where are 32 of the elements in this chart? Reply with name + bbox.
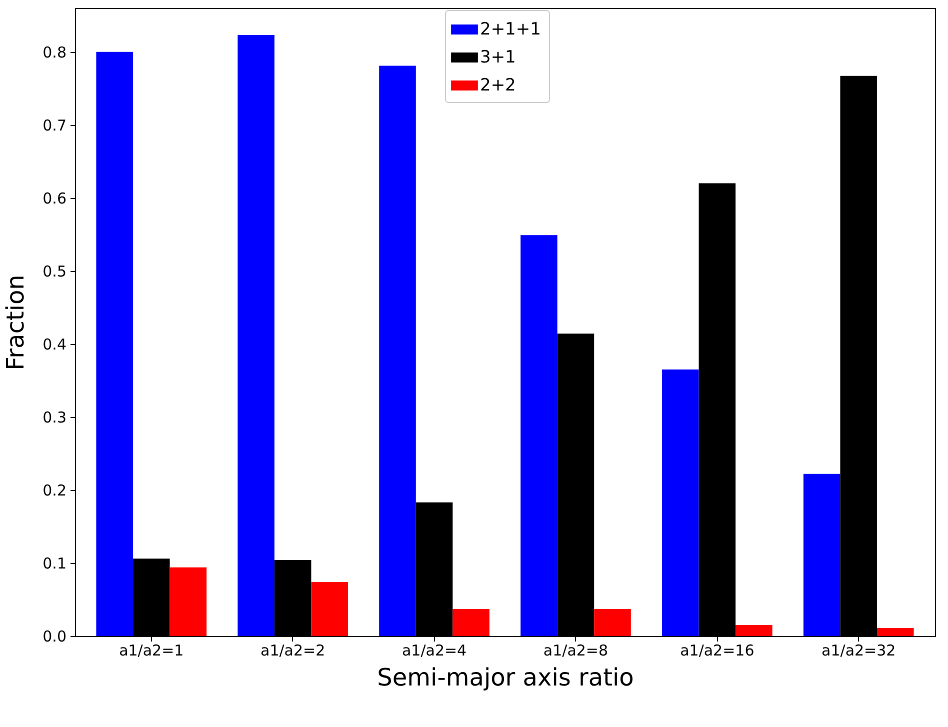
bar [452,608,490,636]
y-tick-label: 0.5 [42,262,66,280]
bar [379,66,416,636]
y-tick-label: 0.1 [42,554,66,572]
bar [736,625,772,636]
x-axis-title: Semi-major axis ratio [377,664,634,692]
x-tick-label: a1/a2=2 [260,642,326,660]
bar [594,608,631,636]
bar [803,474,840,636]
bar [662,369,699,636]
bar [96,52,133,636]
x-tick-label: a1/a2=32 [822,642,896,660]
bar [238,35,274,636]
bar [311,582,348,636]
legend-label: 2+1+1 [480,20,541,40]
bar [877,628,914,636]
x-tick-label: a1/a2=16 [680,642,754,660]
y-tick-label: 0.6 [42,189,66,208]
bar [520,235,558,636]
y-tick-label: 0.3 [42,408,66,426]
x-tick-label: a1/a2=1 [119,642,184,660]
y-tick-label: 0.4 [42,335,66,354]
y-tick-label: 0.0 [42,628,66,646]
x-tick-label: a1/a2=4 [402,642,467,660]
y-tick-label: 0.7 [42,116,66,134]
legend-label: 2+2 [480,76,516,96]
bar [170,567,207,636]
y-axis-title: Fraction [2,274,30,370]
x-tick-label: a1/a2=8 [543,642,608,660]
legend-label: 3+1 [480,48,516,68]
y-tick-label: 0.8 [42,43,66,62]
y-tick-label: 0.2 [42,481,66,500]
